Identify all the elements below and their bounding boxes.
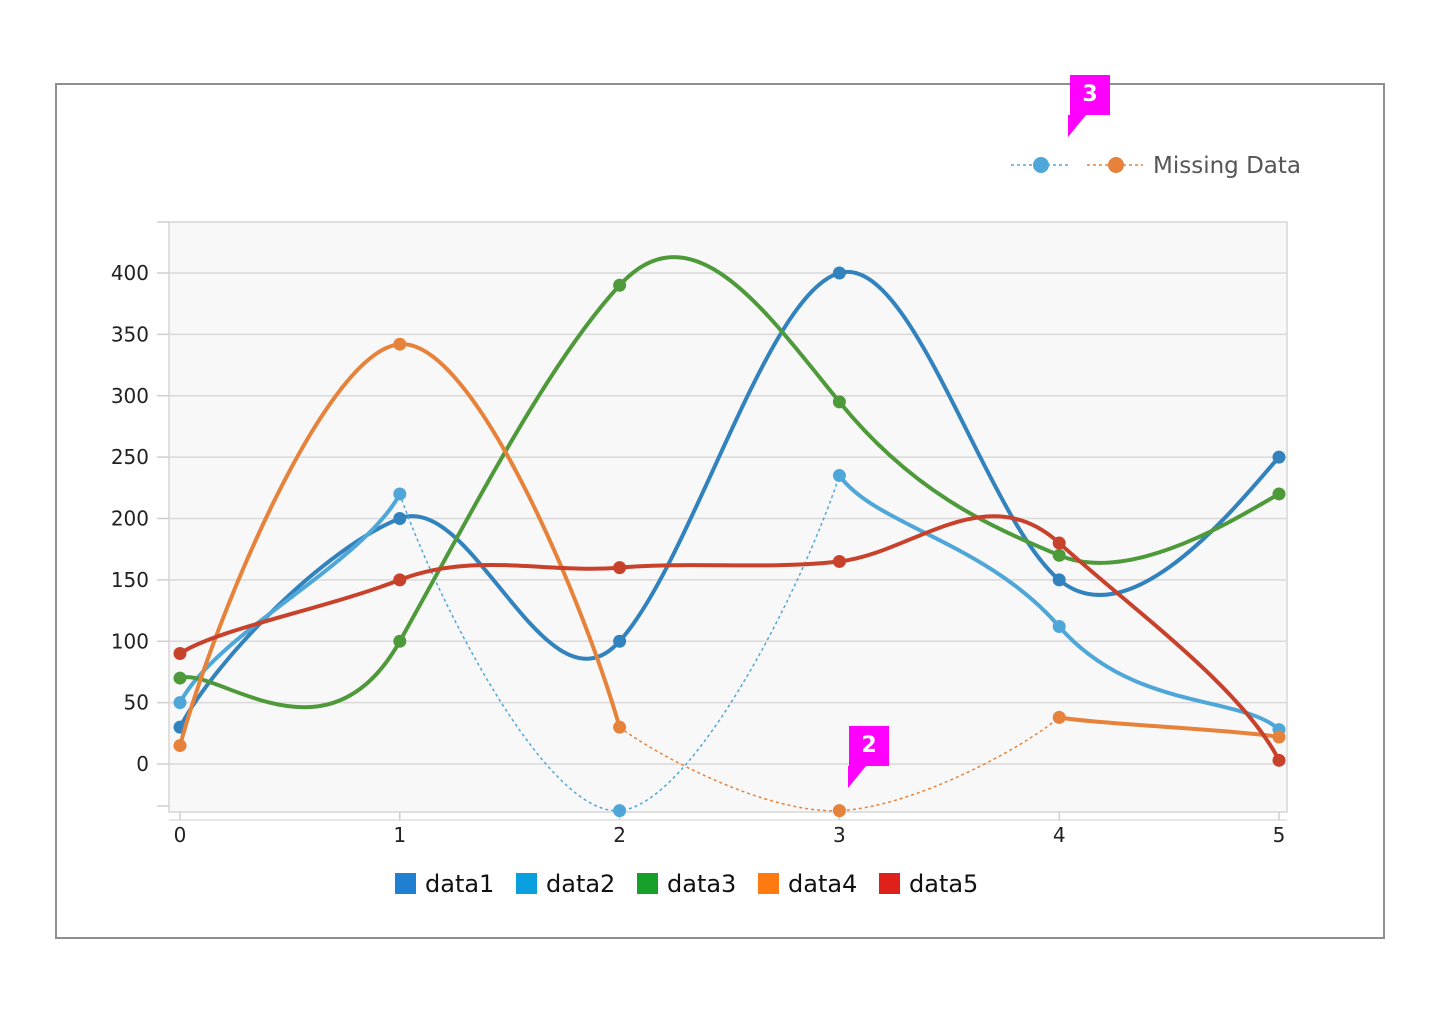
data2-point-1 xyxy=(393,487,407,501)
data4-point-0 xyxy=(173,739,187,753)
data4-point-5 xyxy=(1272,730,1286,744)
plot-area xyxy=(168,221,1288,813)
legend-swatch-data1 xyxy=(395,873,416,894)
data5-point-5 xyxy=(1272,753,1286,767)
data2-line-a xyxy=(178,493,402,704)
legend-swatch-data3 xyxy=(637,873,658,894)
y-tick-label-150: 150 xyxy=(111,568,149,592)
data2-point-3 xyxy=(832,469,846,483)
legend-label-data1: data1 xyxy=(425,870,494,898)
legend-swatch-data4 xyxy=(758,873,779,894)
data3-point-1 xyxy=(393,634,407,648)
callout-2-tail xyxy=(848,766,866,788)
data4-missing-line xyxy=(619,716,1060,812)
data3-point-4 xyxy=(1052,548,1066,562)
data1-point-2 xyxy=(613,634,627,648)
data3-point-0 xyxy=(173,671,187,685)
callout-2-label: 2 xyxy=(861,733,877,758)
x-tick-label-0: 0 xyxy=(174,823,187,847)
data1-point-4 xyxy=(1052,573,1066,587)
data4-point-3 xyxy=(832,804,846,818)
data5-line xyxy=(178,514,1281,762)
data4-point-4 xyxy=(1052,710,1066,724)
y-tick-label-50: 50 xyxy=(124,691,149,715)
legend-label-data5: data5 xyxy=(909,870,978,898)
data2-point-4 xyxy=(1052,620,1066,634)
y-tick-label-100: 100 xyxy=(111,629,149,653)
data3-point-3 xyxy=(832,395,846,409)
data2-point-0 xyxy=(173,696,187,710)
legend-label-data4: data4 xyxy=(788,870,857,898)
y-tick-label-200: 200 xyxy=(111,507,149,531)
callout-badge-3: 3 xyxy=(1070,75,1110,115)
data1-point-5 xyxy=(1272,450,1286,464)
callout-3-label: 3 xyxy=(1082,82,1098,107)
callout-3-tail xyxy=(1068,115,1086,137)
data5-point-0 xyxy=(173,647,187,661)
x-tick-label-3: 3 xyxy=(833,823,846,847)
legend-label-data3: data3 xyxy=(667,870,736,898)
y-tick-label-400: 400 xyxy=(111,261,149,285)
legend-label-data2: data2 xyxy=(546,870,615,898)
y-tick-label-300: 300 xyxy=(111,384,149,408)
data5-point-1 xyxy=(393,573,407,587)
data2-point-2 xyxy=(613,804,627,818)
data4-point-2 xyxy=(613,720,627,734)
legend-swatch-data5 xyxy=(879,873,900,894)
data4-point-1 xyxy=(393,337,407,351)
data3-point-5 xyxy=(1272,487,1286,501)
data5-point-4 xyxy=(1052,536,1066,550)
x-tick-label-1: 1 xyxy=(393,823,406,847)
legend-swatch-data2 xyxy=(516,873,537,894)
missing-legend-marker-1 xyxy=(1033,157,1049,173)
data3-point-2 xyxy=(613,278,627,292)
x-tick-label-5: 5 xyxy=(1273,823,1286,847)
data1-point-1 xyxy=(393,512,407,525)
x-tick-label-4: 4 xyxy=(1053,823,1066,847)
data5-point-2 xyxy=(613,561,627,575)
x-tick-label-2: 2 xyxy=(613,823,626,847)
missing-legend-label: Missing Data xyxy=(1153,153,1301,179)
data1-point-3 xyxy=(832,266,846,280)
y-tick-label-350: 350 xyxy=(111,322,149,346)
callout-badge-2: 2 xyxy=(849,726,889,766)
data5-point-3 xyxy=(832,554,846,568)
missing-legend-marker-2 xyxy=(1108,157,1124,173)
y-tick-label-250: 250 xyxy=(111,445,149,469)
y-tick-label-0: 0 xyxy=(136,752,149,776)
